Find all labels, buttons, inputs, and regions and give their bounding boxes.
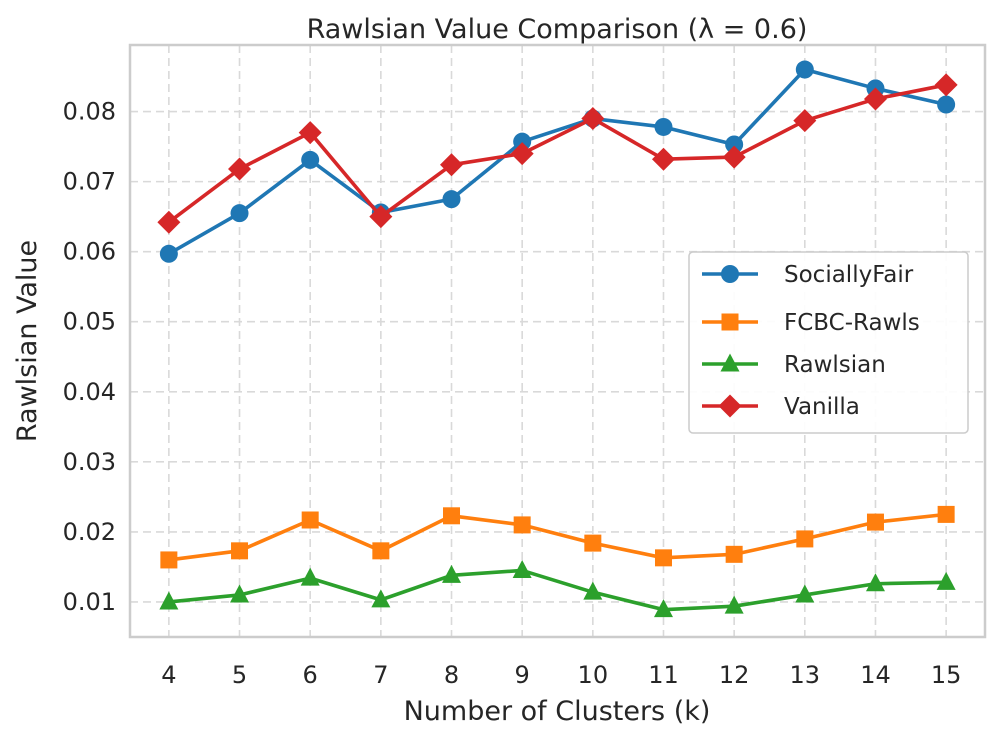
series-vanilla	[157, 73, 958, 234]
y-tick-label: 0.06	[63, 238, 116, 266]
data-point-sociallyfair	[795, 60, 814, 79]
data-point-fcbc-rawls	[372, 542, 390, 560]
x-tick-label: 5	[232, 661, 247, 689]
series-fcbc-rawls	[160, 505, 955, 569]
data-point-rawlsian	[300, 567, 320, 586]
data-point-rawlsian	[936, 571, 956, 590]
legend-label-fcbc-rawls: FCBC-Rawls	[784, 310, 920, 336]
legend-label-sociallyfair: SociallyFair	[784, 262, 914, 288]
series-line-sociallyfair	[167, 67, 947, 256]
data-point-rawlsian	[159, 591, 179, 610]
data-point-rawlsian	[512, 559, 532, 578]
data-point-rawlsian	[442, 564, 462, 583]
legend-label-vanilla: Vanilla	[784, 394, 860, 420]
legend: SociallyFair FCBC-Rawls Rawlsian Vanilla	[688, 251, 969, 434]
data-point-fcbc-rawls	[866, 513, 884, 531]
x-tick-label: 12	[719, 661, 750, 689]
data-point-fcbc-rawls	[796, 530, 814, 548]
y-tick-label: 0.07	[63, 168, 116, 196]
data-point-vanilla	[298, 121, 322, 145]
x-tick-label: 13	[790, 661, 821, 689]
data-point-vanilla	[228, 157, 252, 181]
data-point-rawlsian	[865, 573, 885, 592]
chart-title: Rawlsian Value Comparison (λ = 0.6)	[307, 14, 808, 45]
legend-box	[688, 251, 969, 434]
series-layer	[157, 60, 958, 618]
data-point-fcbc-rawls	[513, 516, 531, 534]
x-tick-label: 11	[648, 661, 679, 689]
data-point-vanilla	[863, 87, 887, 111]
x-tick-label: 6	[303, 661, 318, 689]
data-point-vanilla	[581, 107, 605, 131]
x-tick-label: 15	[931, 661, 962, 689]
data-point-rawlsian	[653, 599, 673, 618]
x-axis-label: Number of Clusters (k)	[404, 696, 711, 727]
data-point-fcbc-rawls	[584, 534, 602, 552]
data-point-sociallyfair	[654, 117, 673, 136]
x-tick-label: 8	[444, 661, 459, 689]
series-rawlsian	[159, 559, 956, 618]
data-point-sociallyfair	[159, 244, 178, 263]
data-point-vanilla	[369, 205, 393, 229]
y-tick-label: 0.01	[63, 588, 116, 616]
legend-item-fcbc-rawls: FCBC-Rawls	[702, 310, 920, 336]
legend-label-rawlsian: Rawlsian	[784, 352, 886, 378]
y-tick-label: 0.02	[63, 518, 116, 546]
data-point-sociallyfair	[301, 150, 320, 169]
series-line-fcbc-rawls	[168, 512, 947, 562]
x-tick-label: 7	[373, 661, 388, 689]
data-point-fcbc-rawls	[937, 505, 955, 523]
data-point-fcbc-rawls	[301, 511, 319, 529]
x-tick-label: 4	[161, 661, 176, 689]
data-point-vanilla	[793, 109, 817, 133]
data-point-fcbc-rawls	[160, 551, 178, 569]
data-point-vanilla	[722, 145, 746, 169]
y-axis-label: Rawlsian Value	[12, 240, 43, 442]
data-point-fcbc-rawls	[231, 542, 249, 560]
legend-item-sociallyfair: SociallyFair	[702, 262, 914, 288]
x-tick-label: 9	[515, 661, 530, 689]
legend-marker-fcbc-rawls	[721, 313, 739, 331]
y-tick-label: 0.05	[63, 308, 116, 336]
data-point-vanilla	[440, 153, 464, 177]
series-line-vanilla	[167, 83, 947, 224]
data-point-vanilla	[157, 210, 181, 234]
data-point-fcbc-rawls	[443, 507, 461, 525]
y-tick-label: 0.04	[63, 378, 116, 406]
tick-labels: 4 5 6 7 8 9 10 11 12 13 14 15 0.01 0.02 0.03 0.04 0.05 0.…	[63, 98, 962, 689]
data-point-vanilla	[934, 73, 958, 97]
data-point-rawlsian	[795, 584, 815, 603]
data-point-sociallyfair	[230, 204, 249, 223]
data-point-sociallyfair	[725, 135, 744, 154]
legend-item-vanilla: Vanilla	[702, 394, 860, 420]
data-point-fcbc-rawls	[725, 545, 743, 563]
data-point-fcbc-rawls	[654, 549, 672, 567]
plot-frame	[128, 43, 987, 639]
legend-marker-vanilla	[718, 394, 742, 418]
series-sociallyfair	[159, 60, 956, 263]
y-tick-label: 0.08	[63, 98, 116, 126]
series-line-rawlsian	[168, 568, 947, 612]
legend-item-rawlsian: Rawlsian	[702, 352, 886, 378]
data-point-vanilla	[651, 147, 675, 171]
data-point-rawlsian	[724, 595, 744, 614]
legend-marker-sociallyfair	[721, 265, 739, 283]
data-point-sociallyfair	[937, 95, 956, 114]
data-point-rawlsian	[583, 581, 603, 600]
x-tick-label: 10	[578, 661, 609, 689]
data-point-vanilla	[510, 142, 534, 166]
y-tick-label: 0.03	[63, 448, 116, 476]
data-point-rawlsian	[371, 589, 391, 608]
data-point-sociallyfair	[513, 132, 532, 151]
data-point-rawlsian	[230, 584, 250, 603]
x-tick-label: 14	[860, 661, 891, 689]
legend-items: SociallyFair FCBC-Rawls Rawlsian Vanilla	[702, 262, 920, 420]
legend-marker-rawlsian	[720, 353, 740, 372]
data-point-sociallyfair	[442, 190, 461, 209]
